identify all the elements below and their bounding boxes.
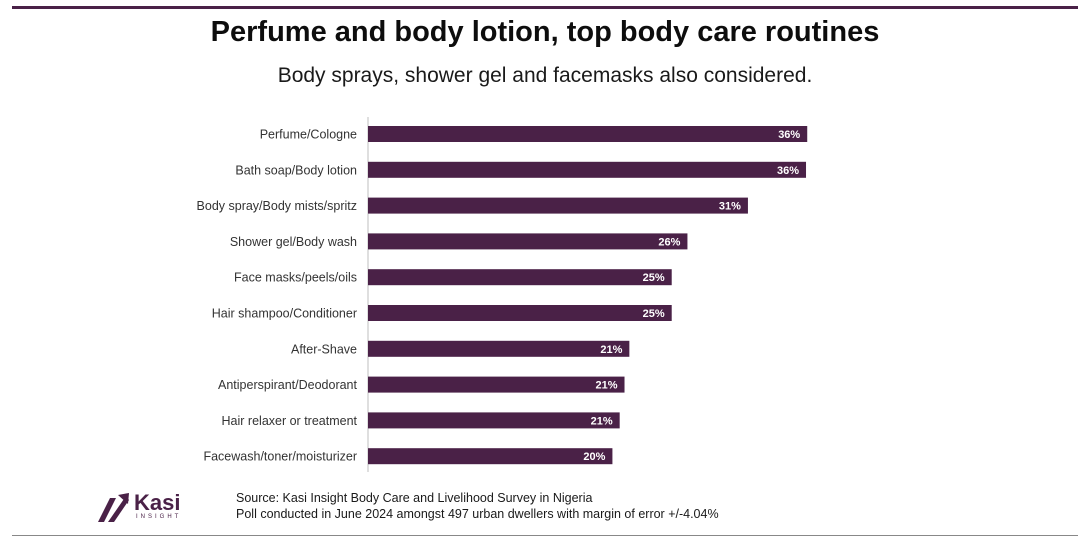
data-label: 31% (719, 201, 741, 213)
bar (368, 269, 672, 286)
data-label: 21% (591, 415, 613, 427)
category-label: Antiperspirant/Deodorant (218, 378, 357, 392)
logo-wordmark: Kasi (134, 490, 181, 515)
top-rule (12, 6, 1078, 9)
data-label: 20% (583, 451, 605, 463)
data-label: 26% (658, 236, 680, 248)
bar (368, 340, 630, 357)
source-line-2: Poll conducted in June 2024 amongst 497 … (236, 507, 719, 521)
data-label: 25% (643, 272, 665, 284)
category-label: Perfume/Cologne (260, 128, 357, 142)
category-label: Shower gel/Body wash (230, 235, 357, 249)
bottom-rule (12, 535, 1078, 536)
bar (368, 412, 620, 429)
kasi-logo-icon (98, 493, 129, 522)
category-label: Hair shampoo/Conditioner (212, 307, 357, 321)
data-label: 21% (600, 344, 622, 356)
category-label: Facewash/toner/moisturizer (203, 450, 357, 464)
data-label: 36% (777, 165, 799, 177)
chart-subtitle: Body sprays, shower gel and facemasks al… (277, 64, 813, 87)
source-note: Source: Kasi Insight Body Care and Livel… (236, 490, 719, 522)
data-label: 36% (778, 129, 800, 141)
category-label: Face masks/peels/oils (234, 271, 357, 285)
category-label: After-Shave (291, 342, 357, 356)
category-label: Body spray/Body mists/spritz (197, 199, 357, 213)
category-label: Hair relaxer or treatment (222, 414, 358, 428)
bar (368, 448, 613, 465)
bar (368, 305, 672, 321)
logo-tagline: INSIGHT (136, 514, 182, 520)
data-label: 21% (595, 380, 617, 392)
chart-title: Perfume and body lotion, top body care r… (210, 16, 880, 48)
bar (368, 197, 748, 214)
category-label: Bath soap/Body lotion (235, 163, 357, 177)
data-label: 25% (643, 308, 665, 320)
bar (368, 376, 625, 393)
bar (368, 233, 688, 250)
bar (368, 161, 807, 178)
source-line-1: Source: Kasi Insight Body Care and Livel… (236, 491, 593, 505)
bar (368, 126, 808, 142)
kasi-logo: Kasi INSIGHT (96, 490, 206, 526)
